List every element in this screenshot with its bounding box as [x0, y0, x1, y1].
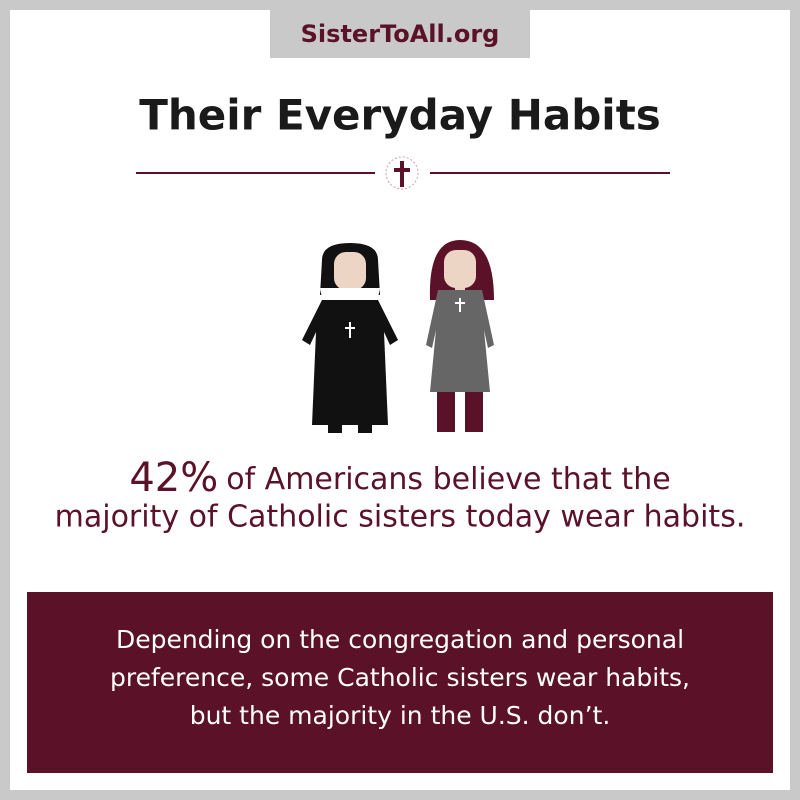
callout-box	[27, 592, 773, 773]
callout-line: Depending on the congregation and person…	[116, 625, 684, 654]
stat-line-2: majority of Catholic sisters today wear …	[55, 500, 746, 535]
callout-line: preference, some Catholic sisters wear h…	[110, 663, 690, 692]
site-name: SisterToAll.org	[301, 20, 500, 48]
site-tab	[270, 10, 530, 58]
nun-figure	[302, 243, 398, 433]
stat-number: 42%	[129, 455, 218, 501]
stat-text: of Americans believe that the	[226, 462, 670, 497]
callout-line: but the majority in the U.S. don’t.	[190, 701, 611, 730]
woman-figure	[426, 240, 494, 432]
divider	[136, 156, 670, 190]
stat-line-1: 42% of Americans believe that the	[129, 455, 670, 501]
title: Their Everyday Habits	[139, 91, 661, 140]
